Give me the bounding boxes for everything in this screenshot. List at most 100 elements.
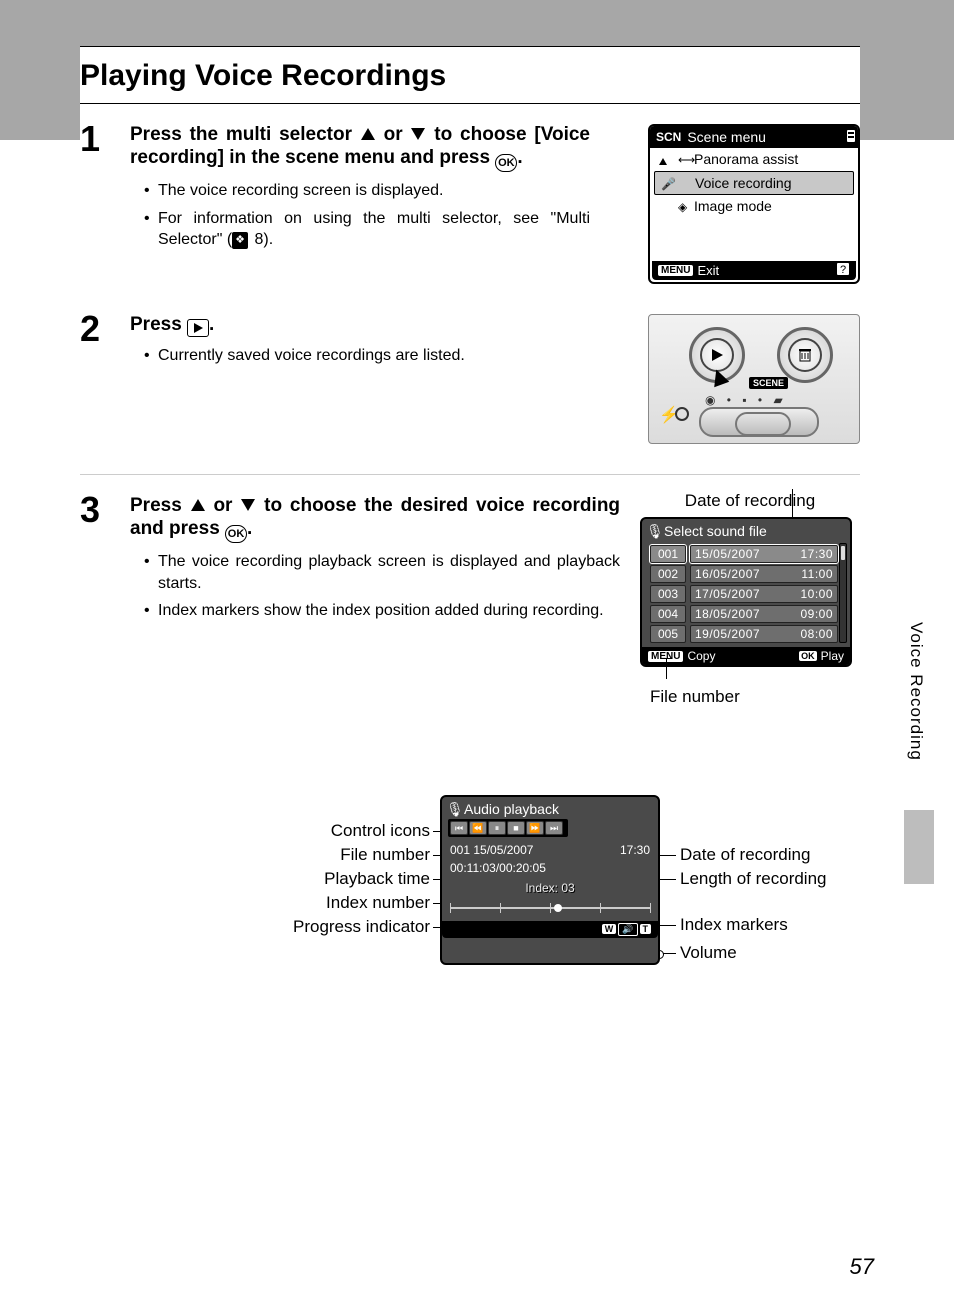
ref-icon: ❖ xyxy=(232,232,248,249)
step-1-bullet-2a: For information on using the multi selec… xyxy=(158,210,590,249)
pb-file-num: 001 xyxy=(450,843,470,857)
label-control-icons: Control icons xyxy=(180,821,430,841)
playback-file-info: 001 15/05/2007 17:30 xyxy=(450,843,650,857)
step-2: 2 Press . Currently saved voice recordin… xyxy=(80,314,860,454)
camera-top-illustration: SCENE ◉ • ▪ • ▰ ⚡ xyxy=(648,314,860,444)
sound-file-row[interactable]: 002 16/05/200711:00 xyxy=(650,565,838,583)
file-num: 005 xyxy=(650,625,686,643)
step-3-bullet-1: The voice recording playback screen is d… xyxy=(144,551,620,594)
scene-menu-titlebar: SCN Scene menu xyxy=(650,126,858,148)
playback-diagram: Control icons File number Playback time … xyxy=(180,795,860,1015)
date-leader-line xyxy=(792,489,793,517)
step-3-right-panel: Date of recording 🎙 Select sound file 00… xyxy=(640,491,860,707)
up-triangle-icon xyxy=(190,496,206,518)
stop-icon[interactable]: ■ xyxy=(507,821,525,835)
step-3-text-b: or xyxy=(213,495,240,516)
scene-menu-item-panorama[interactable]: ⟷ Panorama assist xyxy=(650,148,858,171)
file-datetime: 17/05/200710:00 xyxy=(690,585,838,603)
step-1-number: 1 xyxy=(80,118,100,160)
label-index-number: Index number xyxy=(180,893,430,913)
label-index-markers: Index markers xyxy=(680,915,788,935)
sound-file-row[interactable]: 004 18/05/200709:00 xyxy=(650,605,838,623)
step-3-text-a: Press xyxy=(130,495,190,516)
zoom-t-icon[interactable]: T xyxy=(640,924,652,934)
step-1-text-d: . xyxy=(517,147,522,168)
scene-menu-title: Scene menu xyxy=(687,129,766,145)
step-2-heading: Press . xyxy=(130,314,590,337)
file-num: 003 xyxy=(650,585,686,603)
step-3: 3 Press or to choose the desired voice r… xyxy=(80,495,860,725)
step-3-bullet-2: Index markers show the index position ad… xyxy=(144,600,620,622)
label-file-number: File number xyxy=(180,845,430,865)
playback-controls[interactable]: ⏮ ⏪ ⏸ ■ ⏩ ⏭ xyxy=(448,819,568,837)
scene-menu-item-image[interactable]: ◈ Image mode xyxy=(650,195,858,218)
next-track-icon[interactable]: ⏭ xyxy=(545,821,563,835)
step-1-text-a: Press the multi selector xyxy=(130,124,360,145)
step-1-bullet-1: The voice recording screen is displayed. xyxy=(144,180,590,202)
ok-chip: OK xyxy=(799,651,817,661)
up-triangle-icon xyxy=(360,125,376,147)
label-date-of-recording: Date of recording xyxy=(680,845,810,865)
volume-bar: W🔊T xyxy=(442,921,658,938)
progress-bar[interactable] xyxy=(450,903,650,913)
file-datetime: 18/05/200709:00 xyxy=(690,605,838,623)
speaker-icon: 🔊 xyxy=(618,923,637,936)
panorama-icon: ⟷ xyxy=(678,153,695,167)
step-2-text-a: Press xyxy=(130,314,187,335)
sound-file-row[interactable]: 003 17/05/200710:00 xyxy=(650,585,838,603)
panorama-label: Panorama assist xyxy=(694,151,798,167)
file-datetime: 16/05/200711:00 xyxy=(690,565,838,583)
page-number: 57 xyxy=(850,1254,874,1280)
rewind-icon[interactable]: ⏪ xyxy=(469,821,487,835)
step-1-bullet-2b: ). xyxy=(263,231,273,248)
pb-total: 00:20:05 xyxy=(499,861,546,875)
pb-file-time: 17:30 xyxy=(620,843,650,857)
step-3-number: 3 xyxy=(80,489,100,531)
side-tab-grey-block xyxy=(904,810,934,884)
camera-delete-button[interactable] xyxy=(777,327,833,383)
exit-label: Exit xyxy=(697,263,719,278)
title-rule-bottom xyxy=(80,103,860,104)
file-num: 004 xyxy=(650,605,686,623)
file-num: 001 xyxy=(650,545,686,563)
label-progress: Progress indicator xyxy=(180,917,430,937)
page-body: Playing Voice Recordings 1 Press the mul… xyxy=(80,46,860,1015)
audio-playback-screenshot: 🎙 Audio playback ⏮ ⏪ ⏸ ■ ⏩ ⏭ 001 15/05/2… xyxy=(440,795,660,965)
pause-icon[interactable]: ⏸ xyxy=(488,821,506,835)
ok-button-icon: OK xyxy=(225,525,247,543)
step-3-text-d: . xyxy=(247,518,252,539)
mode-dial-icons: ◉ • ▪ • ▰ xyxy=(705,393,787,407)
step-2-number: 2 xyxy=(80,308,100,350)
title-rule-top xyxy=(80,46,860,47)
scene-menu-screenshot: SCN Scene menu ⟷ Panorama assist 🎤 Voice… xyxy=(648,124,860,284)
sound-file-row[interactable]: 005 19/05/200708:00 xyxy=(650,625,838,643)
label-volume: Volume xyxy=(680,943,737,963)
step-2-bullet-1: Currently saved voice recordings are lis… xyxy=(144,345,590,367)
indicator-ring-icon xyxy=(675,407,689,421)
playback-title-text: Audio playback xyxy=(464,801,559,817)
lens-barrel xyxy=(699,407,819,437)
file-datetime: 15/05/200717:30 xyxy=(690,545,838,563)
image-mode-label: Image mode xyxy=(694,198,772,214)
step-1: 1 Press the multi selector or to choose … xyxy=(80,124,860,294)
scrollbar[interactable] xyxy=(839,543,847,643)
step-1-heading: Press the multi selector or to choose [V… xyxy=(130,124,590,172)
down-triangle-icon xyxy=(410,125,426,147)
sound-file-row[interactable]: 001 15/05/200717:30 xyxy=(650,545,838,563)
zoom-w-icon[interactable]: W xyxy=(602,924,617,934)
trash-icon xyxy=(788,338,822,372)
scene-menu-item-voice[interactable]: 🎤 Voice recording xyxy=(654,171,854,195)
side-tab-label: Voice Recording xyxy=(906,622,926,761)
scene-chip: SCENE xyxy=(749,377,788,389)
forward-icon[interactable]: ⏩ xyxy=(526,821,544,835)
mic-icon: 🎙 xyxy=(646,523,664,540)
voice-label: Voice recording xyxy=(695,175,792,191)
help-icon[interactable]: ? xyxy=(836,262,850,276)
file-num-leader-line xyxy=(666,659,667,679)
scn-label: SCN xyxy=(656,130,681,144)
file-num: 002 xyxy=(650,565,686,583)
select-box-title: 🎙 Select sound file xyxy=(646,521,846,543)
prev-track-icon[interactable]: ⏮ xyxy=(450,821,468,835)
up-arrow-icon xyxy=(658,154,668,170)
step-3-heading: Press or to choose the desired voice rec… xyxy=(130,495,620,543)
